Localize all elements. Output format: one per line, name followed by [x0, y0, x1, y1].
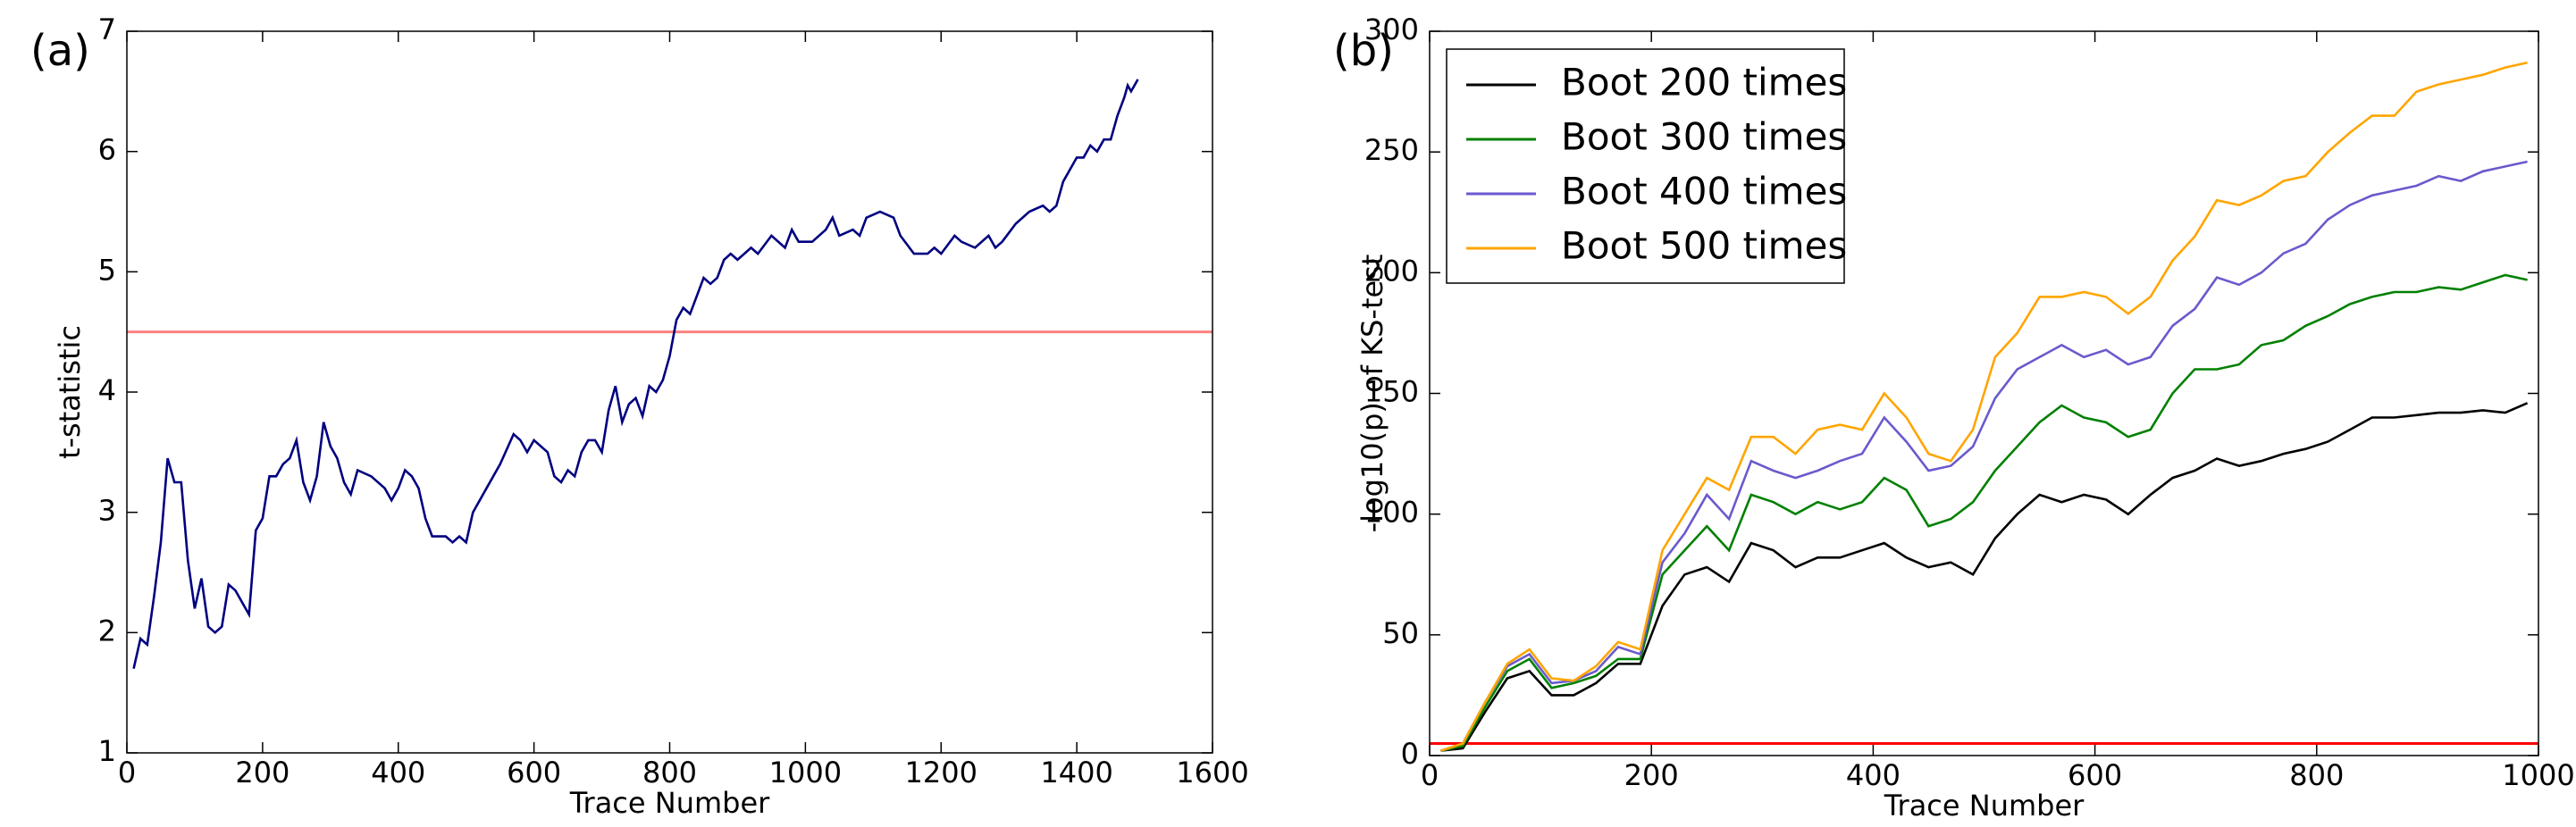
legend: Boot 200 times Boot 300 times Boot 400 tim…: [1446, 48, 1847, 284]
legend-box: [1446, 48, 1845, 284]
legend-label: Boot 300 times: [1561, 115, 1847, 159]
x-tick-label: 1200: [905, 756, 978, 789]
plot-frame: [1429, 30, 2539, 756]
y-tick-label: 0: [1401, 737, 1419, 771]
y-tick-label: 200: [1364, 254, 1419, 288]
x-tick-label: 800: [2289, 758, 2344, 792]
y-axis-label: -log10(p) of KS-test: [1355, 255, 1389, 533]
y-tick-label: 2: [98, 614, 116, 647]
x-tick-label: 600: [507, 756, 561, 789]
y-tick-label: 150: [1364, 375, 1419, 409]
y-tick-label: 100: [1364, 496, 1419, 530]
x-axis-label: Trace Number: [1884, 789, 2085, 823]
legend-label: Boot 200 times: [1561, 61, 1847, 104]
x-tick-label: 1000: [2502, 758, 2574, 792]
legend-label: Boot 400 times: [1561, 170, 1847, 213]
panel-label: (b): [1333, 26, 1394, 76]
panel-label: (a): [30, 26, 90, 76]
x-tick-label: 1400: [1040, 756, 1112, 789]
x-axis-label: Trace Number: [569, 786, 770, 820]
data-line: [1440, 273, 2528, 752]
x-tick-label: 400: [1846, 758, 1901, 792]
x-tick-label: 200: [1624, 758, 1679, 792]
data-line: [132, 79, 1139, 669]
x-tick-label: 600: [2068, 758, 2122, 792]
y-tick-label: 3: [98, 494, 116, 528]
y-tick-label: 300: [1364, 13, 1419, 46]
y-tick-label: 250: [1364, 133, 1419, 167]
x-tick-label: 0: [118, 756, 136, 789]
x-tick-label: 400: [371, 756, 425, 789]
y-tick-label: 50: [1382, 616, 1419, 650]
data-line: [1439, 160, 2528, 752]
x-tick-label: 1000: [769, 756, 842, 789]
y-tick-label: 6: [98, 133, 116, 167]
x-tick-label: 800: [642, 756, 697, 789]
x-tick-label: 0: [1421, 758, 1439, 792]
y-axis-label: t-statistic: [53, 325, 87, 459]
y-tick-label: 1: [98, 734, 116, 768]
x-tick-label: 1600: [1176, 756, 1248, 789]
data-line: [1440, 402, 2529, 752]
plot-frame: [126, 30, 1213, 754]
data-line: [1439, 61, 2528, 752]
legend-label: Boot 500 times: [1561, 224, 1847, 268]
y-tick-label: 4: [98, 373, 116, 407]
y-tick-label: 5: [98, 253, 116, 287]
x-tick-label: 200: [235, 756, 289, 789]
y-tick-label: 7: [98, 13, 116, 46]
